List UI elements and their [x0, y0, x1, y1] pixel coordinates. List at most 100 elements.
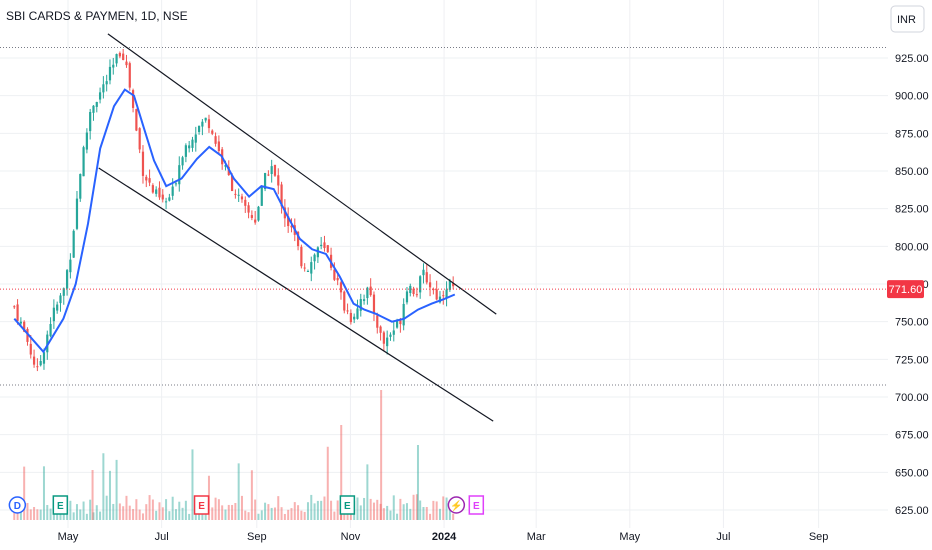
candle-body[interactable] [85, 132, 88, 150]
event-markers[interactable]: D E E E ⚡ E [8, 495, 485, 515]
candle-body[interactable] [425, 272, 428, 283]
candle-body[interactable] [287, 216, 290, 227]
candle-body[interactable] [201, 121, 204, 127]
candle-body[interactable] [435, 289, 438, 300]
candle-body[interactable] [234, 193, 237, 195]
candle-body[interactable] [194, 134, 197, 143]
candle-body[interactable] [158, 187, 161, 198]
candle-body[interactable] [386, 337, 389, 347]
candle-body[interactable] [62, 288, 65, 296]
candle-body[interactable] [181, 157, 184, 166]
candle-body[interactable] [75, 198, 79, 229]
candle-body[interactable] [98, 92, 102, 100]
candle-body[interactable] [56, 304, 59, 311]
candle-body[interactable] [353, 316, 356, 320]
candle-body[interactable] [277, 175, 280, 186]
candle-body[interactable] [395, 320, 399, 328]
candle-body[interactable] [382, 332, 385, 344]
candle-body[interactable] [362, 299, 366, 301]
candle-body[interactable] [254, 219, 257, 223]
event-marker-earnings_green[interactable]: E [52, 495, 69, 515]
candle-body[interactable] [141, 151, 145, 176]
candle-body[interactable] [168, 197, 171, 201]
candle-body[interactable] [359, 299, 362, 311]
price-axis[interactable]: 925.00900.00875.00850.00825.00800.00775.… [887, 53, 929, 517]
candle-body[interactable] [214, 136, 217, 144]
candle-body[interactable] [161, 194, 164, 200]
candle-body[interactable] [412, 288, 415, 295]
candle-body[interactable] [392, 330, 395, 335]
candle-body[interactable] [263, 173, 267, 190]
candle-body[interactable] [72, 230, 75, 258]
candle-body[interactable] [23, 321, 26, 332]
candle-body[interactable] [320, 244, 323, 247]
candle-body[interactable] [65, 270, 69, 289]
candle-body[interactable] [409, 285, 412, 294]
currency-button-frame[interactable] [890, 5, 925, 33]
candle-body[interactable] [82, 147, 85, 177]
candle-body[interactable] [244, 199, 247, 206]
candle-body[interactable] [19, 321, 22, 324]
candle-body[interactable] [326, 245, 329, 253]
candle-body[interactable] [171, 186, 174, 196]
event-marker-earnings_green[interactable]: E [339, 495, 356, 515]
candle-body[interactable] [184, 145, 187, 157]
candle-body[interactable] [191, 139, 194, 148]
candle-body[interactable] [448, 280, 451, 290]
event-marker-dividend[interactable]: D [8, 496, 27, 514]
candle-body[interactable] [260, 186, 263, 206]
candle-body[interactable] [16, 304, 19, 321]
candle-body[interactable] [237, 194, 240, 196]
candle-body[interactable] [316, 247, 319, 258]
candle-body[interactable] [372, 294, 376, 314]
trend-line-lower-channel[interactable] [98, 167, 494, 422]
candle-body[interactable] [128, 63, 131, 88]
candle-body[interactable] [419, 276, 422, 293]
candle-body[interactable] [211, 130, 214, 134]
candle-body[interactable] [39, 360, 42, 366]
candle-body[interactable] [174, 183, 178, 185]
candle-body[interactable] [135, 108, 138, 131]
candle-body[interactable] [432, 288, 435, 291]
candle-body[interactable] [230, 175, 234, 192]
candle-body[interactable] [313, 254, 316, 262]
candle-body[interactable] [296, 231, 300, 247]
candle-body[interactable] [138, 128, 141, 150]
candle-body[interactable] [376, 315, 379, 328]
candle-body[interactable] [115, 54, 118, 64]
candle-body[interactable] [13, 306, 16, 308]
candle-body[interactable] [105, 81, 108, 85]
event-marker-split[interactable]: ⚡ [447, 496, 466, 514]
candle-body[interactable] [379, 326, 382, 333]
candle-body[interactable] [36, 366, 39, 368]
candle-body[interactable] [346, 310, 349, 312]
candle-body[interactable] [333, 269, 336, 280]
candle-body[interactable] [290, 225, 293, 228]
candle-body[interactable] [336, 278, 339, 281]
candle-body[interactable] [155, 189, 158, 194]
currency-button[interactable]: INR [890, 5, 925, 33]
candle-body[interactable] [112, 64, 115, 68]
candle-body[interactable] [95, 102, 98, 107]
trend-lines[interactable] [98, 33, 497, 422]
candle-body[interactable] [442, 295, 445, 297]
candle-body[interactable] [250, 215, 253, 218]
candle-body[interactable] [366, 287, 369, 299]
candle-body[interactable] [197, 125, 201, 132]
candle-body[interactable] [369, 286, 372, 296]
candle-body[interactable] [257, 206, 260, 221]
candle-body[interactable] [445, 289, 448, 299]
candle-body[interactable] [438, 296, 442, 303]
trend-line-upper-channel[interactable] [107, 33, 497, 315]
candle-body[interactable] [356, 308, 359, 319]
candle-body[interactable] [273, 164, 277, 176]
candle-body[interactable] [247, 205, 250, 213]
candle-body[interactable] [79, 174, 82, 199]
candle-body[interactable] [131, 90, 135, 108]
candle-body[interactable] [151, 185, 154, 193]
candle-body[interactable] [59, 295, 62, 304]
candle-body[interactable] [323, 242, 326, 249]
candle-body[interactable] [204, 117, 207, 121]
candle-body[interactable] [92, 105, 95, 113]
